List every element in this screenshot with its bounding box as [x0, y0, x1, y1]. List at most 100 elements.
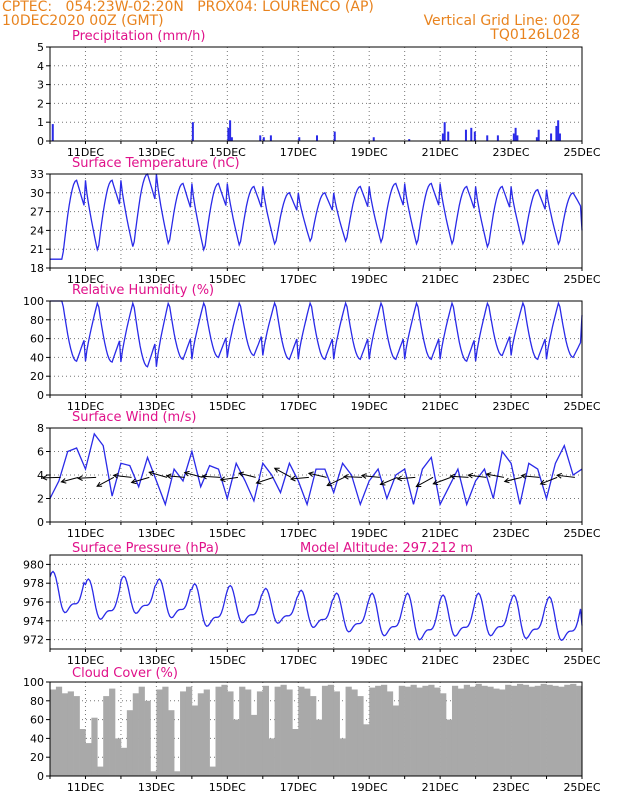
x-tick-label: 15DEC — [209, 146, 246, 159]
cloud-bar — [481, 685, 488, 776]
panel-frame — [49, 554, 583, 650]
precip-bar — [408, 139, 411, 141]
cloud-bar — [55, 686, 63, 776]
header-grid-note: Vertical Grid Line: 00Z — [423, 13, 580, 29]
wind-arrowhead — [77, 475, 83, 481]
cloud-bar — [50, 689, 57, 776]
y-tick-label: 980 — [23, 558, 44, 571]
x-tick-label: 17DEC — [280, 781, 317, 794]
cloud-bar — [91, 717, 98, 776]
precip-bar — [269, 135, 272, 141]
panel-title: Cloud Cover (%) — [72, 666, 178, 681]
x-tick-label: 13DEC — [138, 273, 175, 286]
cloud-bar — [150, 771, 157, 776]
precip-bar — [447, 131, 450, 141]
cloud-bar — [174, 771, 181, 776]
x-tick-label: 25DEC — [563, 146, 600, 159]
y-tick-label: 20 — [30, 751, 44, 764]
x-tick-label: 25DEC — [563, 400, 600, 413]
wind-arrowhead — [96, 481, 103, 487]
precip-bar — [443, 122, 446, 141]
cloud-bar — [144, 700, 151, 776]
wind-arrowhead — [379, 480, 386, 486]
y-tick-label: 8 — [37, 422, 44, 435]
cloud-bar — [576, 685, 583, 776]
cloud-bar — [227, 691, 234, 776]
x-tick-label: 23DEC — [493, 400, 530, 413]
precip-bar — [473, 131, 476, 141]
x-tick-label: 11DEC — [67, 146, 104, 159]
cloud-bar — [250, 714, 258, 776]
y-tick-label: 100 — [23, 676, 44, 689]
panel-title: Surface Pressure (hPa) — [72, 541, 219, 556]
precip-bar — [227, 127, 230, 141]
wind-arrowhead — [360, 473, 367, 479]
x-tick-label: 21DEC — [422, 400, 459, 413]
x-tick-label: 23DEC — [493, 273, 530, 286]
wind-arrow — [42, 476, 61, 479]
cloud-bar — [168, 710, 175, 776]
precip-bar — [512, 133, 515, 141]
y-tick-label: 24 — [30, 224, 44, 237]
wind-line — [49, 432, 583, 507]
cloud-bar — [363, 724, 370, 776]
cloud-bar — [115, 738, 122, 776]
cloud-bar — [339, 738, 346, 776]
x-tick-label: 25DEC — [563, 527, 600, 540]
cloud-bar — [416, 687, 423, 776]
x-tick-label: 13DEC — [138, 146, 175, 159]
x-tick-label: 19DEC — [351, 527, 388, 540]
cloud-bar — [410, 684, 417, 776]
wind-arrowhead — [556, 472, 562, 479]
x-tick-label: 21DEC — [422, 527, 459, 540]
panel-frame — [49, 173, 583, 269]
cloud-bar — [564, 684, 571, 776]
panel-precip: 0 1 2 3 4 5 11DEC 13DEC 15DEC 17DEC 19DEC 21DEC 23DE… — [37, 29, 601, 159]
cloud-bar — [375, 685, 382, 776]
pressure-line — [49, 570, 583, 642]
panel-cloud: 0 20 40 60 80 100 11DEC 13DEC 15DEC 17DEC 19DEC 21D… — [23, 666, 601, 794]
precip-bar — [441, 133, 444, 141]
cloud-bar — [316, 719, 323, 776]
panel-frame — [49, 681, 583, 777]
x-tick-label: 25DEC — [563, 781, 600, 794]
wind-arrowhead — [255, 479, 262, 485]
header-line-1: CPTEC: 054:23W-02:20N PROX04: LOURENCO (… — [2, 0, 374, 15]
x-tick-label: 21DEC — [422, 781, 459, 794]
y-tick-label: 0 — [37, 516, 44, 529]
cloud-bar — [79, 729, 86, 776]
precip-bar — [464, 129, 467, 141]
wind-arrow — [433, 476, 451, 485]
wind-arrow — [326, 476, 345, 486]
cloud-bar — [333, 691, 340, 776]
cloud-bar — [451, 685, 459, 776]
x-tick-label: 11DEC — [67, 273, 104, 286]
cloud-bar — [499, 689, 506, 776]
x-tick-label: 11DEC — [67, 527, 104, 540]
cloud-bar — [221, 684, 228, 776]
cloud-bar — [552, 685, 559, 776]
y-tick-label: 974 — [23, 615, 44, 628]
y-tick-label: 1 — [37, 116, 44, 129]
precip-bar — [516, 135, 519, 141]
y-tick-label: 3 — [37, 79, 44, 92]
panel-title: Surface Temperature (nC) — [72, 156, 240, 171]
cloud-bar — [103, 696, 110, 776]
wind-arrow — [504, 476, 522, 482]
y-tick-label: 0 — [37, 389, 44, 402]
y-tick-label: 978 — [23, 577, 44, 590]
x-tick-label: 11DEC — [67, 781, 104, 794]
cloud-bar — [85, 743, 92, 776]
precip-bar — [191, 122, 194, 141]
x-tick-label: 19DEC — [351, 273, 388, 286]
cloud-bar — [475, 683, 482, 776]
panel-rh: 0 20 40 60 80 100 11DEC 13DEC 15DEC 17DEC 19DEC 21D… — [23, 283, 601, 413]
y-tick-label: 4 — [37, 469, 44, 482]
wind-arrow — [238, 472, 256, 478]
cloud-bar — [97, 766, 104, 776]
cloud-bar — [351, 689, 358, 776]
cloud-bar — [209, 766, 216, 776]
wind-arrow — [131, 476, 150, 483]
panel-title: Precipitation (mm/h) — [72, 29, 205, 44]
